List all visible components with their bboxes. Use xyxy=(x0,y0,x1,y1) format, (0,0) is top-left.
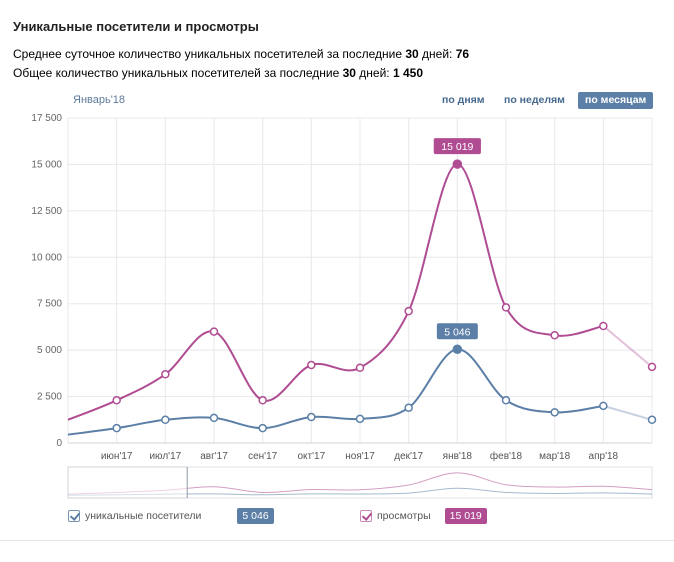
legend-views[interactable]: просмотры 15 019 xyxy=(360,508,487,524)
line-chart: 0 2 500 5 000 7 500 10 000 12 500 15 000 17 500… xyxy=(31,113,657,499)
x-tick-label: июл'17 xyxy=(149,451,181,462)
data-point xyxy=(452,344,463,355)
data-point xyxy=(161,415,170,425)
stat2-mid: дней: xyxy=(355,66,393,80)
x-tick-label: ноя'17 xyxy=(345,451,375,462)
data-point xyxy=(209,413,219,423)
stat2-value: 1 450 xyxy=(392,66,423,80)
x-tick-label: мар'18 xyxy=(539,451,570,462)
data-point xyxy=(550,408,559,417)
stat1-prefix: Среднее суточное количество уникальных п… xyxy=(13,47,406,61)
data-point xyxy=(501,396,511,405)
data-point xyxy=(404,403,413,412)
data-point xyxy=(599,401,608,411)
data-point xyxy=(550,331,559,340)
y-tick-label: 17 500 xyxy=(31,113,62,124)
stat2-days: 30 xyxy=(342,66,356,80)
x-tick-label: фев'18 xyxy=(490,450,523,462)
stat1-mid: дней: xyxy=(418,47,456,61)
views-checkbox[interactable] xyxy=(360,510,372,522)
data-point xyxy=(209,327,219,336)
highlight-badge xyxy=(436,323,478,340)
data-point xyxy=(355,414,365,424)
legend-visitors-label: уникальные посетители xyxy=(85,510,202,522)
x-tick-label: июн'17 xyxy=(101,451,133,462)
data-point xyxy=(258,423,267,433)
data-point xyxy=(112,396,121,405)
y-tick-label: 2 500 xyxy=(37,392,62,403)
legend-visitors-value: 5 046 xyxy=(237,508,274,524)
series-line-visitors xyxy=(67,348,604,436)
data-point xyxy=(258,396,267,405)
visitors-checkbox[interactable] xyxy=(68,510,80,522)
legend-views-label: просмотры xyxy=(377,510,431,522)
data-point xyxy=(647,362,657,372)
data-point xyxy=(112,423,121,433)
stat2-prefix: Общее количество уникальных посетителей … xyxy=(13,66,343,80)
by-weeks-button[interactable]: по неделям xyxy=(504,94,565,106)
y-tick-label: 15 000 xyxy=(31,159,62,170)
series-line-views xyxy=(67,163,604,421)
data-point xyxy=(501,303,511,312)
data-point xyxy=(161,370,170,379)
y-tick-label: 10 000 xyxy=(31,252,62,263)
data-point xyxy=(404,306,413,316)
data-point xyxy=(355,363,365,373)
data-point xyxy=(647,415,657,425)
by-months-button[interactable]: по месяцам xyxy=(578,92,654,109)
divider xyxy=(0,540,674,541)
y-tick-label: 12 500 xyxy=(31,206,62,217)
y-tick-label: 0 xyxy=(56,438,62,449)
y-tick-label: 5 000 xyxy=(37,345,62,356)
x-tick-label: дек'17 xyxy=(394,451,423,462)
highlight-badge xyxy=(433,138,481,155)
page-title: Уникальные посетители и просмотры xyxy=(13,19,259,34)
x-tick-label: авг'17 xyxy=(200,451,228,462)
period-label: Январь'18 xyxy=(73,94,126,106)
legend-visitors[interactable]: уникальные посетители 5 046 xyxy=(68,508,274,524)
y-tick-label: 7 500 xyxy=(37,299,62,310)
data-point xyxy=(307,360,316,370)
highlight-label: 15 019 xyxy=(441,141,473,153)
by-days-button[interactable]: по дням xyxy=(442,94,485,106)
stat1-days: 30 xyxy=(405,47,419,61)
series-line-tail xyxy=(602,325,653,368)
highlight-label: 5 046 xyxy=(444,326,470,338)
data-point xyxy=(452,159,463,169)
series-line-tail xyxy=(603,404,653,421)
x-tick-label: апр'18 xyxy=(589,451,619,462)
navigator-mask xyxy=(67,466,188,499)
data-point xyxy=(307,412,316,422)
x-tick-label: сен'17 xyxy=(248,451,278,462)
x-tick-label: окт'17 xyxy=(297,451,325,462)
stat1-value: 76 xyxy=(455,47,470,61)
legend-views-value: 15 019 xyxy=(444,508,487,524)
data-point xyxy=(599,321,608,331)
total-visitors-stat: Общее количество уникальных посетителей … xyxy=(13,66,423,80)
x-tick-label: янв'18 xyxy=(443,451,473,462)
avg-visitors-stat: Среднее суточное количество уникальных п… xyxy=(13,47,469,61)
